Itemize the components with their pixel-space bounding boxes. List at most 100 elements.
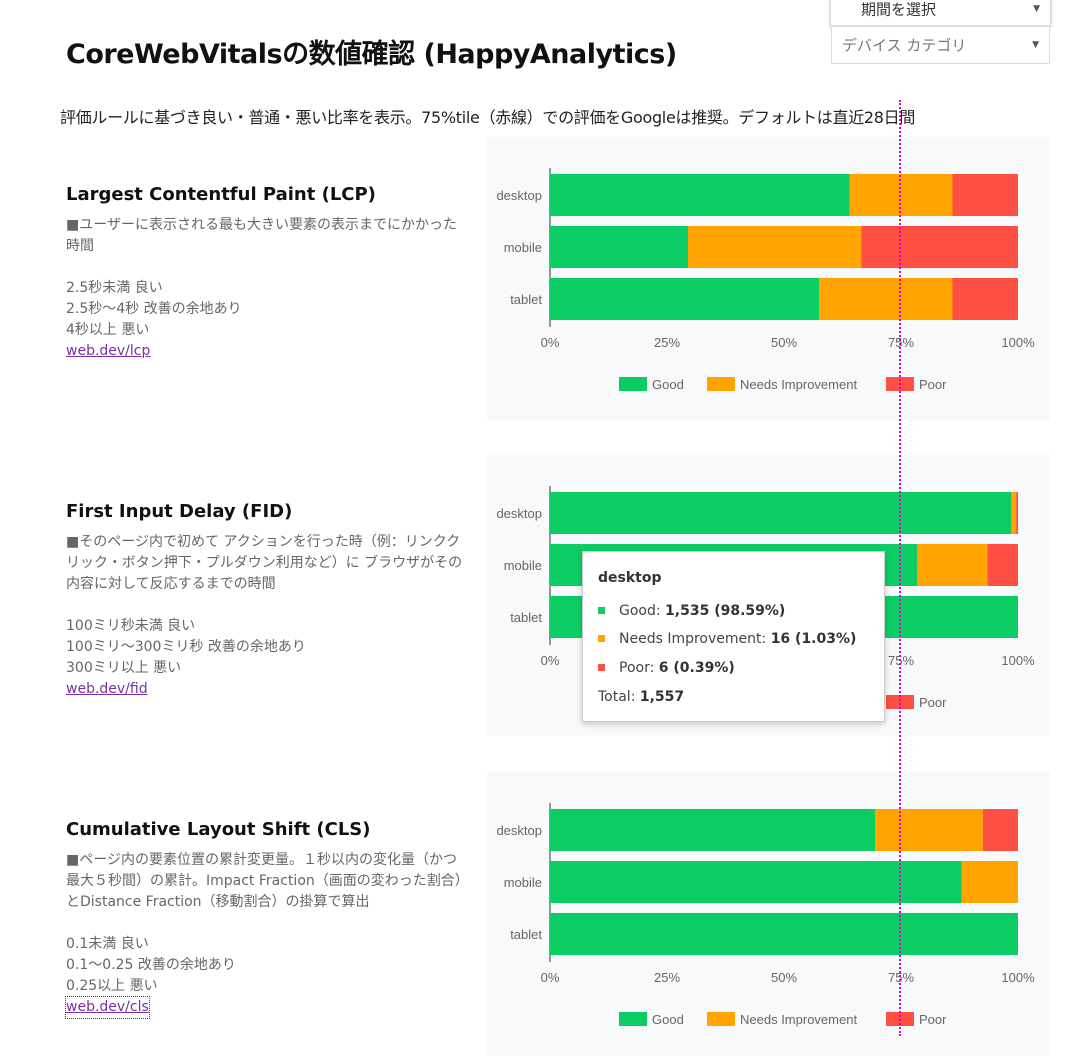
- bar-segment-needs-improvement[interactable]: [917, 544, 988, 586]
- bar-segment-good[interactable]: [550, 492, 1012, 534]
- x-tick-label: 0%: [541, 970, 560, 985]
- lcp-chart-panel: desktop mobile tablet 0% 25% 50% 75% 100% Good Ne…: [487, 137, 1050, 420]
- rule-good: 2.5秒未満 良い: [66, 280, 163, 296]
- x-tick-label: 50%: [771, 970, 797, 985]
- x-tick-label: 75%: [888, 970, 914, 985]
- tooltip-row-needs-improvement: Needs Improvement: 16 (1.03%): [598, 631, 856, 647]
- rule-needs-improvement: 100ミリ〜300ミリ秒 改善の余地あり: [66, 639, 306, 655]
- rule-needs-improvement: 2.5秒〜4秒 改善の余地あり: [66, 301, 242, 317]
- tooltip-value: 16 (1.03%): [770, 631, 857, 647]
- bar-segment-needs-improvement[interactable]: [849, 174, 953, 216]
- fid-description-block: First Input Delay (FID) ■そのページ内で初めて アクショ…: [66, 501, 466, 700]
- section-desc: ■そのページ内で初めて アクションを行った時（例：リンククリック・ボタン押下・プ…: [66, 534, 463, 592]
- caret-down-icon: ▼: [1032, 40, 1039, 50]
- legend-swatch-icon: [707, 377, 735, 391]
- x-tick-label: 75%: [888, 653, 914, 668]
- device-category-label: デバイス カテゴリ: [842, 36, 967, 55]
- legend-swatch-icon: [707, 1012, 735, 1026]
- bar-segment-good[interactable]: [550, 913, 1018, 955]
- bar-segment-needs-improvement[interactable]: [961, 861, 1018, 903]
- tooltip-label: Needs Improvement:: [619, 631, 771, 647]
- bar-segment-needs-improvement[interactable]: [1011, 492, 1017, 534]
- category-label: mobile: [504, 558, 542, 573]
- tooltip-total: Total: 1,557: [598, 689, 684, 705]
- cls-stacked-bar-chart: desktop mobile tablet 0% 25% 50% 75% 100% Good Ne…: [496, 803, 1035, 1027]
- section-desc: ■ページ内の要素位置の累計変更量。１秒以内の変化量（かつ最大５秒間）の累計。Im…: [66, 852, 462, 910]
- bar-segment-good[interactable]: [550, 861, 962, 903]
- period-selector-label: 期間を選択: [861, 0, 937, 19]
- bar-segment-poor[interactable]: [987, 544, 1018, 586]
- period-selector[interactable]: 期間を選択 ▼: [830, 0, 1051, 26]
- bar-segment-poor[interactable]: [952, 174, 1018, 216]
- lcp-stacked-bar-chart: desktop mobile tablet 0% 25% 50% 75% 100% Good Ne…: [496, 168, 1035, 392]
- section-title: Cumulative Layout Shift (CLS): [66, 819, 371, 840]
- rule-poor: 0.25以上 悪い: [66, 978, 158, 994]
- rule-poor: 4秒以上 悪い: [66, 322, 150, 338]
- lcp-doc-link[interactable]: web.dev/lcp: [66, 343, 151, 359]
- tooltip-total-label: Total:: [598, 689, 640, 705]
- x-tick-label: 100%: [1001, 970, 1035, 985]
- bar-segment-good[interactable]: [550, 174, 850, 216]
- x-tick-label: 50%: [771, 335, 797, 350]
- rule-good: 0.1未満 良い: [66, 936, 149, 952]
- category-label: mobile: [504, 875, 542, 890]
- tooltip-row-poor: Poor: 6 (0.39%): [598, 660, 735, 676]
- legend-label[interactable]: Poor: [919, 377, 947, 392]
- section-title: Largest Contentful Paint (LCP): [66, 184, 376, 205]
- needs-improvement-swatch-icon: [598, 634, 605, 642]
- tooltip-total-value: 1,557: [639, 689, 685, 705]
- bar-segment-poor[interactable]: [952, 278, 1018, 320]
- bar-segment-needs-improvement[interactable]: [875, 809, 983, 851]
- good-swatch-icon: [598, 606, 605, 614]
- legend-label[interactable]: Poor: [919, 695, 947, 710]
- bar-segment-poor[interactable]: [861, 226, 1018, 268]
- x-tick-label: 25%: [654, 335, 680, 350]
- bar-segment-needs-improvement[interactable]: [819, 278, 953, 320]
- rule-poor: 300ミリ以上 悪い: [66, 660, 182, 676]
- legend-label[interactable]: Good: [652, 377, 684, 392]
- page-subtitle: 評価ルールに基づき良い・普通・悪い比率を表示。75%tile（赤線）での評価をG…: [60, 108, 916, 127]
- bar-segment-needs-improvement[interactable]: [688, 226, 862, 268]
- legend-label[interactable]: Good: [652, 1012, 684, 1027]
- section-rules: 0.1未満 良い 0.1〜0.25 改善の余地あり 0.25以上 悪い web.…: [65, 934, 466, 1019]
- x-tick-label: 0%: [541, 653, 560, 668]
- legend-label[interactable]: Poor: [919, 1012, 947, 1027]
- category-label: mobile: [504, 240, 542, 255]
- section-rules: 2.5秒未満 良い 2.5秒〜4秒 改善の余地あり 4秒以上 悪い web.de…: [66, 278, 466, 362]
- tooltip-row-good: Good: 1,535 (98.59%): [598, 603, 785, 619]
- category-label: tablet: [510, 292, 542, 307]
- x-tick-label: 100%: [1001, 653, 1035, 668]
- category-label: tablet: [510, 927, 542, 942]
- bar-segment-good[interactable]: [550, 226, 689, 268]
- lcp-description-block: Largest Contentful Paint (LCP) ■ユーザーに表示さ…: [66, 184, 466, 362]
- cls-doc-link[interactable]: web.dev/cls: [65, 996, 150, 1019]
- legend-label[interactable]: Needs Improvement: [740, 377, 857, 392]
- bar-segment-poor[interactable]: [1016, 492, 1019, 534]
- category-label: tablet: [510, 610, 542, 625]
- legend-label[interactable]: Needs Improvement: [740, 1012, 857, 1027]
- x-tick-label: 25%: [654, 970, 680, 985]
- rule-needs-improvement: 0.1〜0.25 改善の余地あり: [66, 957, 236, 973]
- legend-swatch-icon: [619, 1012, 647, 1026]
- section-desc: ■ユーザーに表示される最も大きい要素の表示までにかかった時間: [66, 217, 457, 254]
- bar-segment-good[interactable]: [550, 809, 876, 851]
- rule-good: 100ミリ秒未満 良い: [66, 618, 196, 634]
- tooltip-value: 6 (0.39%): [658, 660, 735, 676]
- device-category-selector[interactable]: デバイス カテゴリ ▼: [831, 26, 1050, 64]
- category-label: desktop: [496, 823, 542, 838]
- x-tick-label: 75%: [888, 335, 914, 350]
- tooltip-label: Poor:: [619, 660, 659, 676]
- cls-chart-panel: desktop mobile tablet 0% 25% 50% 75% 100% Good Ne…: [487, 772, 1050, 1056]
- section-title: First Input Delay (FID): [66, 501, 293, 522]
- fid-doc-link[interactable]: web.dev/fid: [66, 681, 148, 697]
- caret-down-icon: ▼: [1033, 4, 1040, 14]
- x-tick-label: 100%: [1001, 335, 1035, 350]
- tooltip-value: 1,535 (98.59%): [665, 603, 786, 619]
- category-label: desktop: [496, 506, 542, 521]
- section-rules: 100ミリ秒未満 良い 100ミリ〜300ミリ秒 改善の余地あり 300ミリ以上…: [66, 616, 466, 700]
- reference-line-75: [899, 100, 901, 1036]
- bar-segment-poor[interactable]: [982, 809, 1018, 851]
- chart-tooltip: desktop Good: 1,535 (98.59%) Needs Impro…: [582, 551, 885, 722]
- bar-segment-good[interactable]: [550, 278, 820, 320]
- cls-description-block: Cumulative Layout Shift (CLS) ■ページ内の要素位置…: [65, 819, 466, 1019]
